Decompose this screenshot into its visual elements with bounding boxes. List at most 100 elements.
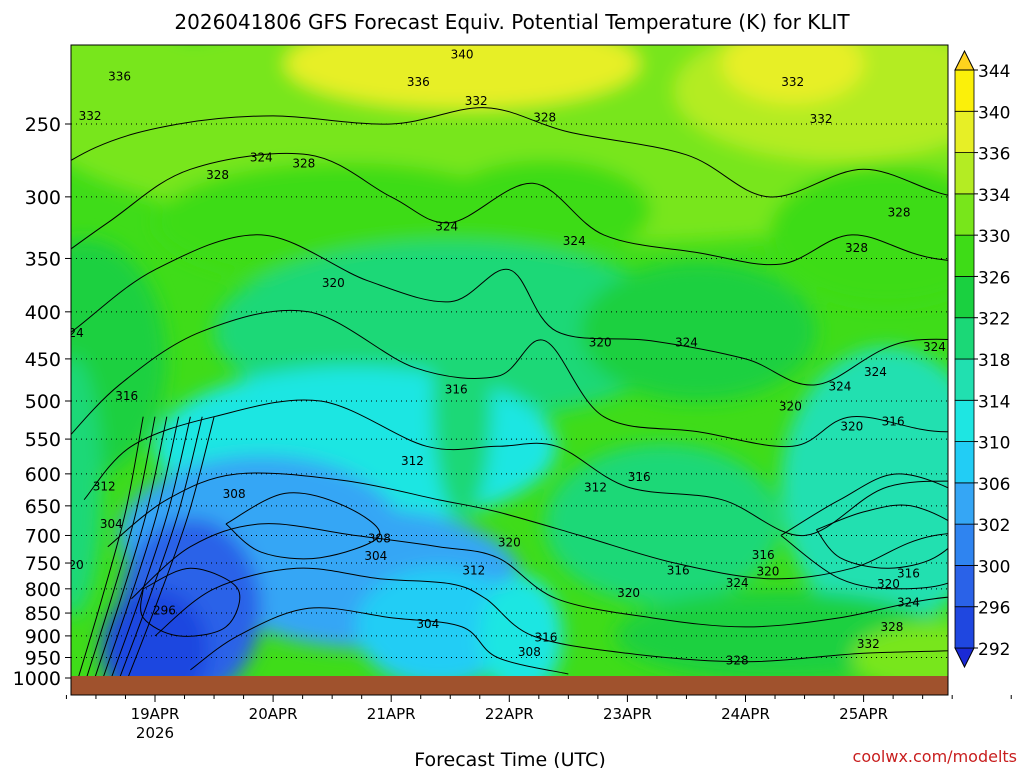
colorbar-swatch <box>954 441 975 484</box>
colorbar-swatch <box>954 110 975 153</box>
colorbar-swatch <box>954 565 975 608</box>
colorbar-label: 300 <box>978 557 1010 577</box>
x-tick-label: 19APR <box>131 705 180 723</box>
colorbar-label: 318 <box>978 351 1010 371</box>
contour-label: 320 <box>877 577 900 591</box>
y-tick-label: 900 <box>25 626 61 648</box>
y-tick-label: 600 <box>25 464 61 486</box>
contour-line <box>127 416 215 679</box>
y-tick-label: 450 <box>25 349 61 371</box>
contour-label: 332 <box>857 637 880 651</box>
contour-line <box>71 107 948 198</box>
contour-label: 336 <box>947 62 970 76</box>
contour-line <box>154 567 948 663</box>
colorbar-label: 334 <box>978 186 1010 206</box>
contour-line <box>86 416 156 679</box>
contour-label: 308 <box>223 487 246 501</box>
contour-line <box>71 309 948 448</box>
contour-label: 340 <box>451 47 474 61</box>
pressure-axis: 2503003504004505005506006507007508008509… <box>13 114 71 690</box>
contour-label: 328 <box>726 653 749 667</box>
colorbar-swatch <box>954 606 975 649</box>
contour-label: 320 <box>756 564 779 578</box>
colorbar-swatch <box>954 152 975 195</box>
contour-label: 328 <box>292 157 315 171</box>
y-tick-label: 850 <box>25 603 61 625</box>
contour-lines <box>71 107 948 679</box>
x-tick-label: 21APR <box>367 705 416 723</box>
contour-line <box>110 416 191 679</box>
contour-label: 324 <box>563 234 586 248</box>
contour-line <box>780 473 948 590</box>
y-tick-label: 500 <box>25 391 61 413</box>
contour-label: 328 <box>880 620 903 634</box>
contour-label: 336 <box>108 70 131 84</box>
colorbar-label: 330 <box>978 227 1010 247</box>
colorbar-label: 310 <box>978 434 1010 454</box>
colorbar-label: 306 <box>978 475 1010 495</box>
colorbar-swatch <box>954 482 975 525</box>
contour-label: 324 <box>435 219 458 233</box>
y-tick-label: 750 <box>25 553 61 575</box>
contour-label: 312 <box>401 454 424 468</box>
y-tick-label: 950 <box>25 648 61 670</box>
contour-label: 316 <box>445 383 468 397</box>
contour-line <box>94 416 168 679</box>
contour-label: 332 <box>781 75 804 89</box>
credit-text: coolwx.com/modelts <box>853 747 1017 766</box>
contour-label: 296 <box>153 604 176 618</box>
x-tick-label: 25APR <box>839 705 888 723</box>
contour-line <box>140 567 241 637</box>
x-tick-label: 23APR <box>603 705 652 723</box>
contour-label: 324 <box>250 151 273 165</box>
contour-line <box>107 472 948 580</box>
contour-label: 320 <box>322 276 345 290</box>
contour-label: 328 <box>888 206 911 220</box>
x-tick-label: 20APR <box>249 705 298 723</box>
ground-surface <box>71 676 948 695</box>
contour-label: 304 <box>100 517 123 531</box>
colorbar-swatch <box>954 276 975 319</box>
contour-label: 320 <box>61 558 84 572</box>
colorbar-swatch <box>954 193 975 236</box>
contour-label: 332 <box>79 109 102 123</box>
contour-label: 316 <box>882 414 905 428</box>
contour-label: 316 <box>534 631 557 645</box>
contour-line <box>71 152 948 266</box>
colorbar-swatch <box>954 523 975 566</box>
colorbar-swatch <box>954 234 975 277</box>
chart-title: 2026041806 GFS Forecast Equiv. Potential… <box>174 10 850 34</box>
pressure-gridlines <box>71 123 948 659</box>
contour-label: 320 <box>617 586 640 600</box>
contour-line <box>225 492 381 560</box>
y-tick-label: 300 <box>25 187 61 209</box>
y-tick-label: 700 <box>25 525 61 547</box>
contour-label: 312 <box>462 563 485 577</box>
y-tick-label: 800 <box>25 579 61 601</box>
x-axis-label: Forecast Time (UTC) <box>414 749 605 768</box>
colorbar-label: 344 <box>978 62 1010 82</box>
y-tick-label: 550 <box>25 429 61 451</box>
contour-label: 308 <box>368 531 391 545</box>
contour-labels: 3403363363363323323323323323283283283283… <box>61 47 1017 667</box>
colorbar-label: 326 <box>978 268 1010 288</box>
contour-label: 312 <box>584 481 607 495</box>
colorbar-swatch <box>954 69 975 112</box>
contour-label: 324 <box>61 326 84 340</box>
time-axis: 19APR 20APR 21APR 22APR 23APR 24APR 25APR 2026 <box>65 695 1012 742</box>
y-tick-label: 650 <box>25 496 61 518</box>
contour-label: 332 <box>465 94 488 108</box>
contour-label: 328 <box>994 253 1017 267</box>
y-tick-label: 400 <box>25 302 61 324</box>
contour-label: 316 <box>897 567 920 581</box>
colorbar: 292 296 300 302 306 310 314 318 322 326 330 334 336 3… <box>954 49 1010 669</box>
colorbar-label: 322 <box>978 310 1010 330</box>
colorbar-max-arrow <box>954 49 975 71</box>
contour-line <box>119 416 203 679</box>
contour-label: 320 <box>498 535 521 549</box>
contour-label: 332 <box>810 112 833 126</box>
contour-label: 316 <box>115 389 138 403</box>
colorbar-label: 314 <box>978 392 1010 412</box>
contour-label: 320 <box>779 400 802 414</box>
contour-label: 304 <box>364 549 387 563</box>
